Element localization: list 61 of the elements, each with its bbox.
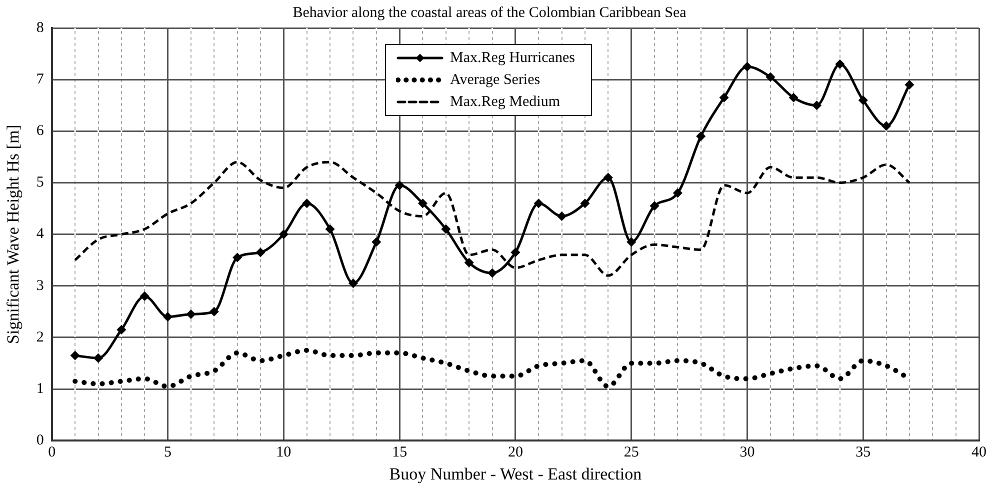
x-tick-label: 35 bbox=[856, 444, 871, 461]
point bbox=[534, 199, 543, 208]
chart-title: Behavior along the coastal areas of the Colombian Caribbean Sea bbox=[292, 4, 687, 21]
x-tick-label: 15 bbox=[392, 444, 408, 461]
point bbox=[836, 60, 844, 68]
point bbox=[140, 292, 149, 300]
point bbox=[326, 224, 334, 234]
point bbox=[233, 253, 242, 262]
y-tick-label: 7 bbox=[36, 72, 44, 88]
point bbox=[627, 238, 636, 246]
point bbox=[442, 224, 450, 234]
point bbox=[94, 354, 103, 362]
point bbox=[650, 202, 659, 210]
y-tick-label: 1 bbox=[36, 380, 44, 397]
y-tick-label: 8 bbox=[36, 20, 44, 36]
y-tick-label: 6 bbox=[36, 123, 44, 140]
point bbox=[673, 188, 682, 198]
point bbox=[117, 325, 126, 334]
point bbox=[302, 199, 312, 208]
x-tick-label: 10 bbox=[276, 444, 292, 461]
point bbox=[464, 258, 474, 267]
point bbox=[164, 312, 172, 322]
x-tick-label: 20 bbox=[508, 444, 523, 461]
point bbox=[789, 93, 798, 102]
point bbox=[696, 132, 706, 141]
point bbox=[580, 199, 590, 208]
y-tick-label: 4 bbox=[36, 226, 44, 242]
legend-label: Average Series bbox=[450, 71, 540, 90]
point bbox=[511, 248, 520, 257]
point bbox=[186, 310, 196, 318]
point bbox=[279, 230, 288, 239]
point bbox=[604, 173, 612, 182]
point bbox=[905, 80, 914, 89]
y-axis-title: Significant Wave Height Hs [m] bbox=[4, 124, 23, 344]
legend-label: Max.Reg Hurricanes bbox=[450, 49, 575, 68]
point bbox=[558, 212, 566, 220]
point bbox=[488, 268, 497, 278]
point bbox=[418, 199, 427, 208]
point bbox=[210, 307, 218, 316]
point bbox=[372, 238, 381, 246]
y-tick-label: 2 bbox=[36, 329, 44, 346]
point bbox=[720, 93, 728, 102]
x-tick-label: 5 bbox=[164, 444, 172, 461]
x-tick-label: 0 bbox=[48, 444, 56, 461]
point bbox=[70, 351, 80, 360]
point bbox=[812, 101, 822, 110]
x-tick-label: 30 bbox=[740, 444, 755, 461]
point bbox=[395, 181, 404, 190]
point bbox=[742, 62, 752, 71]
point bbox=[882, 122, 891, 130]
point bbox=[858, 96, 868, 104]
y-tick-label: 3 bbox=[36, 278, 44, 294]
x-tick-label: 40 bbox=[972, 444, 986, 461]
x-axis-title: Buoy Number - West - East direction bbox=[389, 464, 642, 484]
point bbox=[348, 279, 358, 288]
y-tick-label: 5 bbox=[36, 174, 44, 191]
y-tick-label: 0 bbox=[36, 432, 44, 449]
point bbox=[256, 248, 265, 257]
point bbox=[766, 72, 775, 82]
x-tick-label: 25 bbox=[624, 444, 639, 461]
legend-label: Max.Reg Medium bbox=[450, 93, 560, 112]
